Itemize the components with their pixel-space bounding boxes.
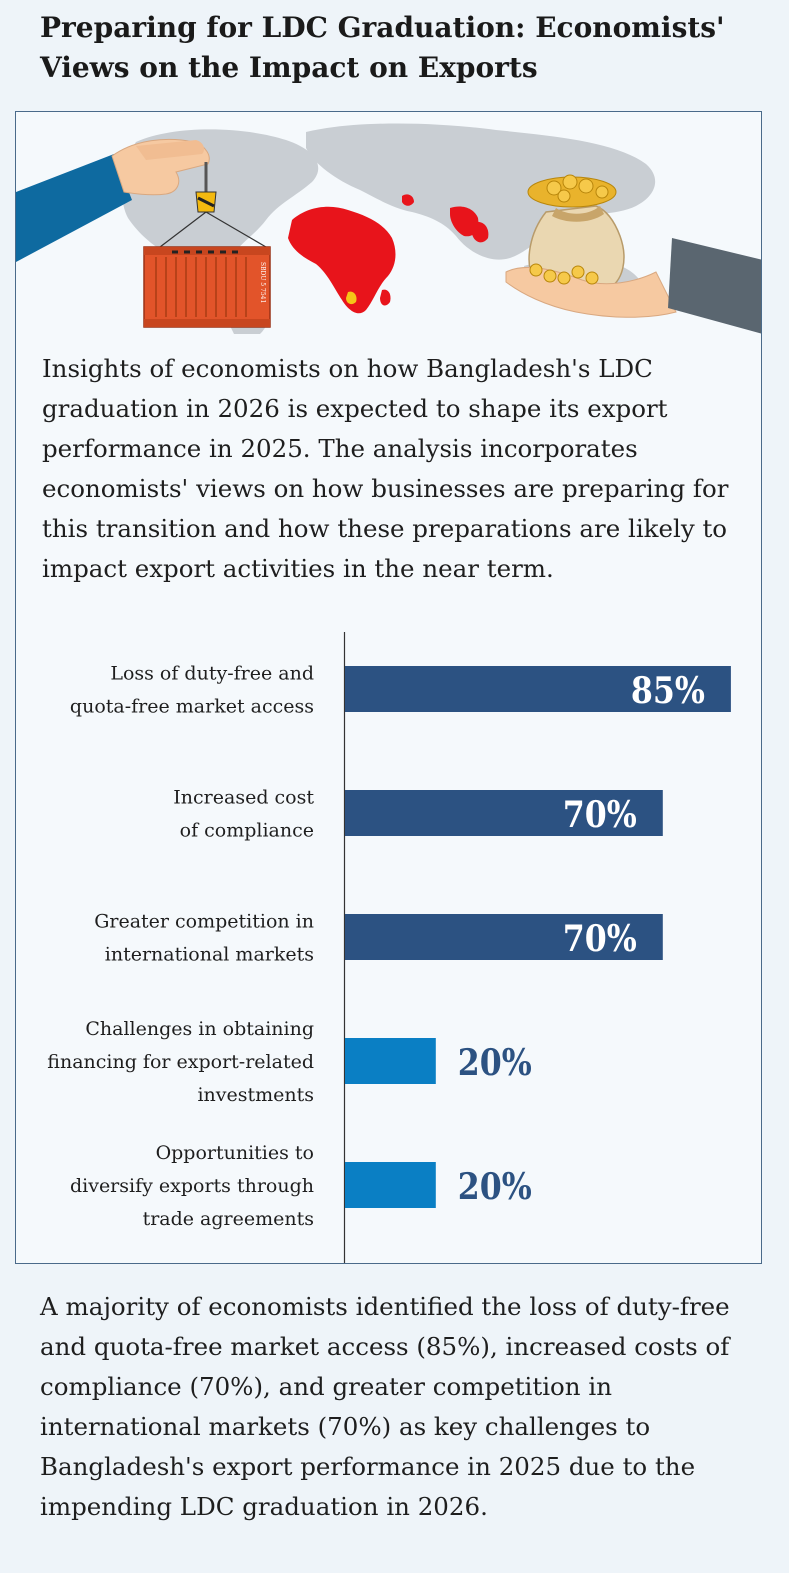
category-label-line: diversify exports through bbox=[70, 1175, 314, 1197]
intro-text: Insights of economists on how Bangladesh… bbox=[42, 354, 729, 583]
hand-receiving-coins-icon bbox=[505, 238, 761, 334]
bar-3 bbox=[345, 914, 663, 960]
page-title: Preparing for LDC Graduation: Economists… bbox=[40, 11, 725, 84]
infographic-card: SBDU 5 7541 Insights of economists on ho… bbox=[15, 111, 762, 1264]
bar-chart: 85% Loss of duty-free and quota-free marke… bbox=[47, 632, 731, 1263]
hand-with-crane-hook-icon bbox=[16, 138, 267, 262]
category-label-line: Challenges in obtaining bbox=[85, 1018, 314, 1040]
category-label-4: Challenges in obtaining financing for exp… bbox=[47, 1018, 314, 1106]
category-label-line: of compliance bbox=[180, 820, 314, 842]
category-label-line: financing for export-related bbox=[47, 1051, 314, 1073]
category-label-2: Increased cost of compliance bbox=[173, 787, 314, 842]
bar-1 bbox=[345, 666, 731, 712]
category-label-line: investments bbox=[197, 1084, 314, 1106]
bar-2 bbox=[345, 790, 663, 836]
bar-value-label-2: 70% bbox=[563, 794, 637, 836]
bar-value-label-4: 20% bbox=[458, 1042, 532, 1084]
ldc-highlight-icon bbox=[288, 194, 489, 314]
category-label-line: Loss of duty-free and bbox=[110, 663, 314, 685]
category-label-line: quota-free market access bbox=[70, 696, 314, 718]
category-label-5: Opportunities to diversify exports throug… bbox=[70, 1142, 314, 1230]
header-illustration: SBDU 5 7541 bbox=[16, 123, 761, 334]
category-label-line: Increased cost bbox=[173, 787, 314, 809]
bar-value-label-3: 70% bbox=[563, 918, 637, 960]
bar-4 bbox=[345, 1038, 436, 1084]
bar-5 bbox=[345, 1162, 436, 1208]
category-label-line: Opportunities to bbox=[156, 1142, 314, 1164]
container-label: SBDU 5 7541 bbox=[259, 262, 266, 303]
summary-text: A majority of economists identified the … bbox=[40, 1292, 730, 1521]
category-label-line: Greater competition in bbox=[94, 911, 314, 933]
category-label-3: Greater competition in international mark… bbox=[94, 911, 314, 966]
bar-value-label-5: 20% bbox=[458, 1166, 532, 1208]
category-label-line: international markets bbox=[105, 944, 314, 966]
shipping-container-icon: SBDU 5 7541 bbox=[143, 246, 271, 328]
ldc-yellow-region-icon bbox=[346, 291, 357, 305]
bar-value-label-1: 85% bbox=[631, 670, 705, 712]
category-label-line: trade agreements bbox=[143, 1208, 314, 1230]
category-label-1: Loss of duty-free and quota-free market a… bbox=[70, 663, 314, 718]
